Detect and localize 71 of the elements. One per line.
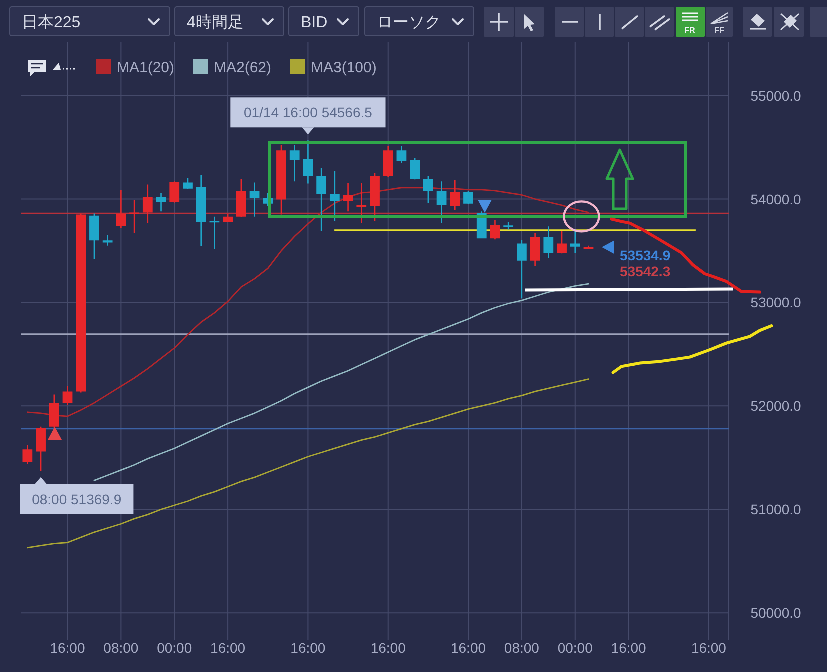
- candlestick: [250, 182, 260, 217]
- candlestick: [423, 176, 434, 204]
- candlestick: [290, 144, 300, 182]
- y-tick-label: 53000.0: [750, 294, 802, 311]
- y-tick-label: 52000.0: [750, 398, 802, 414]
- candlestick: [396, 146, 407, 164]
- candlestick: [142, 184, 153, 224]
- x-tick-label: 08:00: [104, 640, 139, 656]
- candlestick: [316, 168, 327, 232]
- x-tick-label: 16:00: [691, 640, 727, 656]
- candlestick: [303, 140, 314, 184]
- text: ローソク: [377, 14, 441, 32]
- candlestick: [343, 183, 354, 212]
- line-series: [26, 378, 590, 549]
- line-series: [94, 283, 590, 482]
- candlestick: [410, 158, 420, 180]
- candlestick: [170, 182, 180, 203]
- candlestick: [183, 178, 193, 190]
- x-tick-label: 16:00: [210, 640, 246, 656]
- candlestick: [544, 226, 554, 258]
- candlestick: [383, 146, 394, 178]
- x-tick-label: 08:00: [504, 640, 540, 656]
- candlestick: [116, 190, 126, 228]
- candlestick: [196, 174, 206, 246]
- candlestick: [584, 246, 594, 249]
- candlestick: [90, 214, 100, 260]
- candlestick: [490, 220, 500, 240]
- candlestick: [130, 200, 140, 234]
- candlestick: [62, 386, 73, 406]
- x-tick-label: 16:00: [290, 640, 326, 656]
- candlestick: [102, 235, 113, 246]
- annotation: 53542.3: [620, 263, 671, 280]
- candlestick: [570, 229, 580, 254]
- candlestick: [517, 240, 527, 299]
- candlestick: [464, 192, 474, 204]
- legend-label: MA2(62): [214, 60, 272, 76]
- annotation: 53534.9: [620, 247, 671, 264]
- candlestick: [236, 179, 246, 218]
- y-tick-label: 51000.0: [750, 502, 802, 518]
- y-tick-label: 55000.0: [750, 88, 802, 104]
- x-tick-label: 16:00: [450, 640, 486, 656]
- x-tick-label: 16:00: [370, 640, 406, 656]
- y-tick-label: 50000.0: [750, 605, 802, 622]
- candlestick: [76, 214, 86, 393]
- x-tick-label: 00:00: [558, 640, 594, 656]
- candlestick: [557, 231, 567, 254]
- candlestick: [36, 426, 46, 472]
- candlestick: [330, 171, 340, 222]
- candlestick: [22, 445, 33, 464]
- x-tick-label: 16:00: [611, 640, 647, 656]
- candlestick: [49, 394, 60, 428]
- y-tick-label: 54000.0: [750, 191, 802, 208]
- candlestick: [223, 214, 233, 223]
- candlestick: [436, 182, 447, 224]
- candlestick: [156, 193, 166, 212]
- legend-label: MA1(20): [117, 60, 175, 76]
- candlestick: [210, 216, 220, 250]
- annotation: 01/14 16:00 54566.5: [244, 104, 373, 121]
- candlestick: [504, 222, 514, 230]
- chart-title: 日本225: [22, 14, 81, 32]
- candlestick: [450, 180, 460, 210]
- candlestick: [370, 173, 380, 222]
- legend-label: MA3(100): [311, 60, 377, 76]
- candlestick: [276, 144, 286, 215]
- x-tick-label: 00:00: [157, 640, 192, 656]
- candlestick: [530, 233, 540, 267]
- text: 4時間足: [187, 14, 244, 32]
- candlestick: [356, 183, 367, 224]
- x-tick-label: 16:00: [50, 640, 86, 656]
- text: BID: [301, 14, 328, 32]
- annotation: 08:00 51369.9: [32, 491, 122, 508]
